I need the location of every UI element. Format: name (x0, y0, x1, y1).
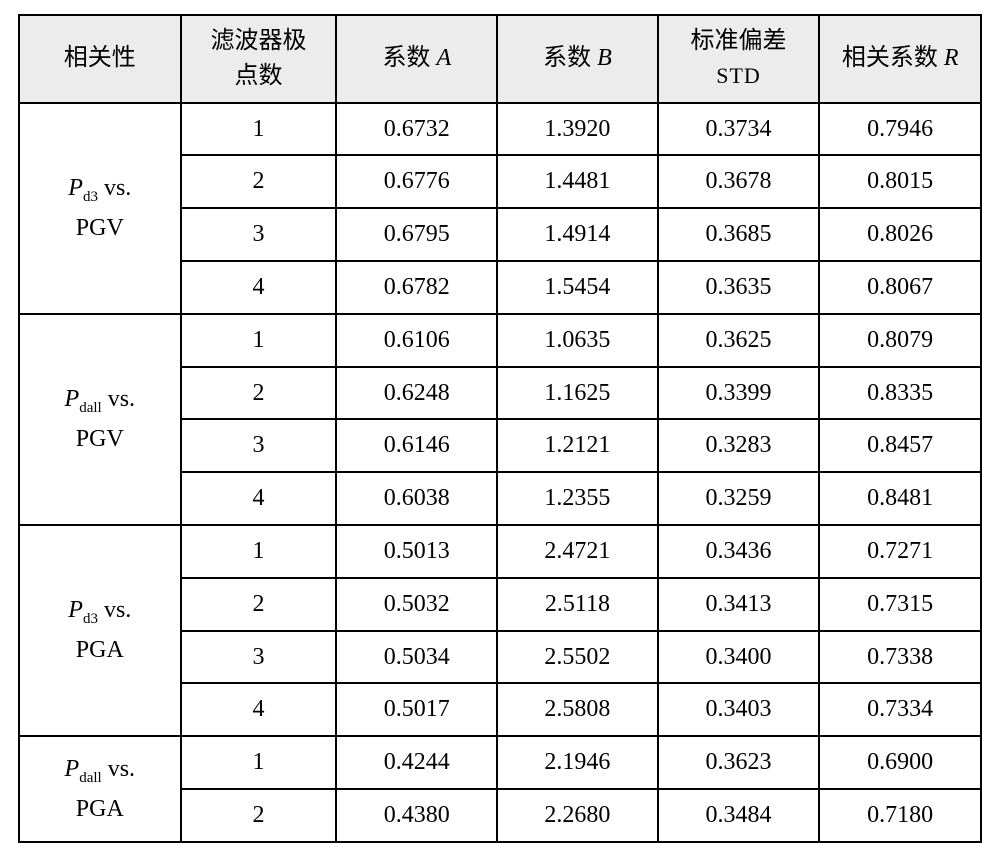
cell-poles: 1 (181, 736, 337, 789)
cell-poles: 4 (181, 261, 337, 314)
col-coef-a: 系数 A (336, 15, 497, 103)
cell-std: 0.3436 (658, 525, 820, 578)
cell-b: 2.1946 (497, 736, 658, 789)
col-r-label: 相关系数 R (842, 45, 959, 71)
correlation-table: 相关性 滤波器极 点数 系数 A 系数 B 标准偏差 STD 相关系数 R (18, 14, 982, 843)
col-r: 相关系数 R (819, 15, 981, 103)
cell-r: 0.6900 (819, 736, 981, 789)
cell-std: 0.3678 (658, 155, 820, 208)
cell-b: 1.4914 (497, 208, 658, 261)
cell-b: 1.1625 (497, 367, 658, 420)
cell-r: 0.7334 (819, 683, 981, 736)
cell-b: 1.2121 (497, 419, 658, 472)
cell-poles: 1 (181, 314, 337, 367)
cell-poles: 2 (181, 578, 337, 631)
cell-b: 2.5502 (497, 631, 658, 684)
cell-poles: 2 (181, 367, 337, 420)
cell-r: 0.7338 (819, 631, 981, 684)
cell-r: 0.8457 (819, 419, 981, 472)
table-row: Pdall vs.PGV10.61061.06350.36250.8079 (19, 314, 981, 367)
col-std: 标准偏差 STD (658, 15, 820, 103)
cell-r: 0.7315 (819, 578, 981, 631)
cell-poles: 1 (181, 103, 337, 156)
cell-r: 0.7946 (819, 103, 981, 156)
cell-a: 0.5017 (336, 683, 497, 736)
cell-a: 0.6248 (336, 367, 497, 420)
group-label: Pd3 vs.PGA (19, 525, 181, 736)
cell-std: 0.3623 (658, 736, 820, 789)
cell-a: 0.6106 (336, 314, 497, 367)
cell-poles: 3 (181, 208, 337, 261)
col-coef-b-label: 系数 B (543, 45, 612, 71)
cell-a: 0.5034 (336, 631, 497, 684)
table-row: Pd3 vs.PGV10.67321.39200.37340.7946 (19, 103, 981, 156)
cell-std: 0.3635 (658, 261, 820, 314)
cell-b: 2.5808 (497, 683, 658, 736)
cell-a: 0.4380 (336, 789, 497, 842)
col-std-l2: STD (716, 63, 761, 88)
cell-r: 0.8481 (819, 472, 981, 525)
col-correlation: 相关性 (19, 15, 181, 103)
cell-a: 0.6038 (336, 472, 497, 525)
col-poles: 滤波器极 点数 (181, 15, 337, 103)
col-poles-l1: 滤波器极 (211, 28, 307, 54)
cell-std: 0.3484 (658, 789, 820, 842)
cell-a: 0.6732 (336, 103, 497, 156)
col-coef-b: 系数 B (497, 15, 658, 103)
cell-r: 0.7180 (819, 789, 981, 842)
cell-a: 0.6795 (336, 208, 497, 261)
cell-std: 0.3734 (658, 103, 820, 156)
cell-b: 1.5454 (497, 261, 658, 314)
group-label: Pdall vs.PGV (19, 314, 181, 525)
group-label: Pdall vs.PGA (19, 736, 181, 842)
cell-b: 2.2680 (497, 789, 658, 842)
table-header: 相关性 滤波器极 点数 系数 A 系数 B 标准偏差 STD 相关系数 R (19, 15, 981, 103)
cell-r: 0.8015 (819, 155, 981, 208)
cell-a: 0.6776 (336, 155, 497, 208)
cell-b: 1.0635 (497, 314, 658, 367)
cell-b: 1.4481 (497, 155, 658, 208)
cell-std: 0.3413 (658, 578, 820, 631)
table-body: Pd3 vs.PGV10.67321.39200.37340.794620.67… (19, 103, 981, 842)
cell-b: 1.3920 (497, 103, 658, 156)
cell-std: 0.3399 (658, 367, 820, 420)
cell-r: 0.8067 (819, 261, 981, 314)
cell-std: 0.3259 (658, 472, 820, 525)
cell-b: 1.2355 (497, 472, 658, 525)
cell-r: 0.8079 (819, 314, 981, 367)
cell-a: 0.5013 (336, 525, 497, 578)
cell-poles: 2 (181, 789, 337, 842)
table-row: Pd3 vs.PGA10.50132.47210.34360.7271 (19, 525, 981, 578)
cell-r: 0.8335 (819, 367, 981, 420)
cell-b: 2.4721 (497, 525, 658, 578)
cell-poles: 4 (181, 472, 337, 525)
col-correlation-l1: 相关性 (64, 45, 136, 71)
col-coef-a-label: 系数 A (382, 45, 451, 71)
cell-a: 0.6782 (336, 261, 497, 314)
cell-b: 2.5118 (497, 578, 658, 631)
cell-poles: 3 (181, 419, 337, 472)
cell-a: 0.6146 (336, 419, 497, 472)
col-poles-l2: 点数 (235, 63, 283, 89)
col-std-l1: 标准偏差 (691, 28, 787, 54)
cell-poles: 4 (181, 683, 337, 736)
table-row: Pdall vs.PGA10.42442.19460.36230.6900 (19, 736, 981, 789)
cell-a: 0.5032 (336, 578, 497, 631)
group-label: Pd3 vs.PGV (19, 103, 181, 314)
cell-r: 0.7271 (819, 525, 981, 578)
cell-std: 0.3283 (658, 419, 820, 472)
cell-std: 0.3685 (658, 208, 820, 261)
cell-poles: 2 (181, 155, 337, 208)
cell-std: 0.3625 (658, 314, 820, 367)
cell-poles: 1 (181, 525, 337, 578)
cell-std: 0.3403 (658, 683, 820, 736)
cell-a: 0.4244 (336, 736, 497, 789)
cell-std: 0.3400 (658, 631, 820, 684)
cell-r: 0.8026 (819, 208, 981, 261)
cell-poles: 3 (181, 631, 337, 684)
